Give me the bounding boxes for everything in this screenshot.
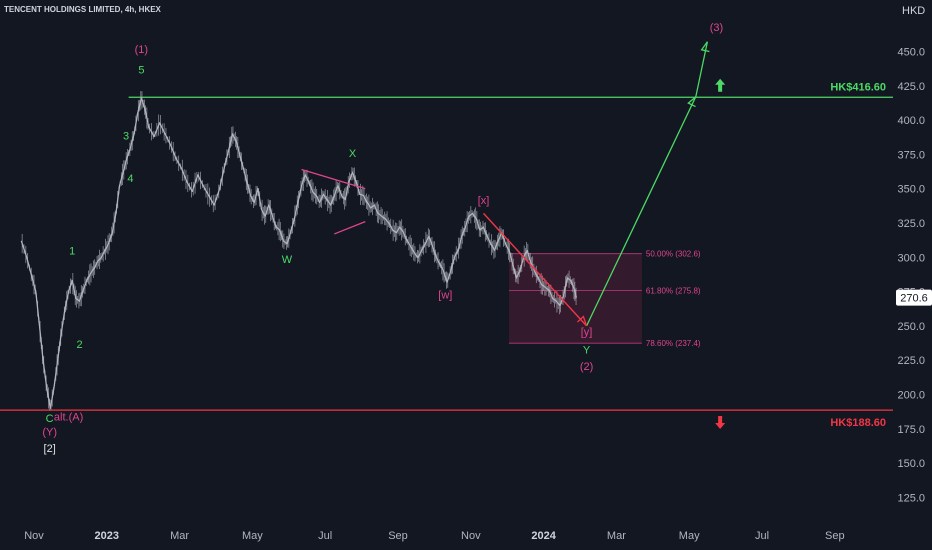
price-group [20, 91, 578, 411]
wave-label: X [349, 148, 357, 160]
wave-label: (Y) [42, 427, 57, 439]
y-tick-label: 425.0 [897, 81, 925, 93]
wave-label: Y [583, 344, 591, 356]
fib-box-group: 50.00% (302.6) 61.80% (275.8) 78.60% (237.… [509, 250, 701, 348]
fib-level-label: 78.60% (237.4) [646, 339, 701, 348]
current-price-label: 270.6 [900, 293, 928, 305]
y-tick-label: 225.0 [897, 355, 925, 367]
wave-label: [w] [438, 289, 452, 301]
y-tick-label: 300.0 [897, 252, 925, 264]
chart-title: TENCENT HOLDINGS LIMITED, 4h, HKEX [4, 5, 162, 14]
y-tick-label: 175.0 [897, 424, 925, 436]
wave-label: 5 [138, 64, 144, 76]
wave-label: [2] [44, 443, 56, 455]
triangle-line [301, 168, 366, 190]
wave-3-arrowhead-mid [687, 96, 697, 108]
levels-group: HK$416.60 HK$188.60 [0, 81, 893, 429]
wave-label: 4 [127, 173, 133, 185]
x-tick-label: Nov [461, 530, 481, 542]
currency-label: HKD [902, 5, 925, 17]
wave-label: [y] [581, 326, 593, 338]
y-axis-background [893, 0, 932, 550]
x-tick-label: Sep [825, 530, 845, 542]
y-tick-label: 350.0 [897, 184, 925, 196]
wave-label: W [282, 254, 293, 266]
wave-y-projection [483, 212, 588, 327]
y-tick-label: 125.0 [897, 492, 925, 504]
triangle-line [334, 220, 366, 235]
x-tick-label: May [679, 530, 700, 542]
bullish-arrow-icon [715, 78, 726, 92]
wave-y-arrowhead [577, 315, 588, 327]
wave-label: alt.(A) [54, 412, 83, 424]
projection-group [301, 41, 710, 327]
y-tick-label: 150.0 [897, 458, 925, 470]
x-axis[interactable]: Nov 2023 Mar May Jul Sep Nov 2024 Mar May Jul Sep [0, 520, 932, 550]
y-tick-label: 400.0 [897, 115, 925, 127]
wave-label: 1 [69, 246, 75, 258]
annotations-group: (1) 5 3 4 1 2 C (Y) [2] alt.(A) W X [w] [x] [y] Y (2) (3) [42, 22, 726, 455]
x-tick-label: Sep [388, 530, 408, 542]
x-axis-background [0, 520, 932, 550]
x-tick-label: 2023 [95, 530, 119, 542]
x-tick-label: Jul [755, 530, 769, 542]
wave-label: [x] [478, 195, 490, 207]
fib-level-label: 61.80% (275.8) [646, 286, 701, 295]
wave-label: 3 [123, 130, 129, 142]
wave-label: (2) [580, 361, 593, 373]
y-tick-label: 200.0 [897, 390, 925, 402]
resistance-label: HK$416.60 [830, 81, 886, 93]
wave-label: (3) [710, 22, 723, 34]
y-axis[interactable]: 125.0150.0175.0200.0225.0250.0275.0300.0… [893, 0, 932, 550]
y-tick-label: 325.0 [897, 218, 925, 230]
current-price-tag [896, 289, 932, 306]
x-tick-label: May [242, 530, 263, 542]
wave-label: 2 [76, 339, 82, 351]
x-tick-label: 2024 [531, 530, 556, 542]
wave-3-arrowhead [700, 41, 710, 53]
x-tick-label: Mar [170, 530, 189, 542]
x-tick-label: Jul [318, 530, 332, 542]
x-tick-label: Nov [24, 530, 44, 542]
y-tick-label: 375.0 [897, 149, 925, 161]
wave-label: (1) [135, 44, 148, 56]
y-tick-label: 450.0 [897, 46, 925, 58]
bearish-arrow-icon [715, 415, 726, 429]
x-tick-label: Mar [607, 530, 626, 542]
support-label: HK$188.60 [830, 417, 886, 429]
wave-label: C [46, 413, 54, 425]
fib-level-label: 50.00% (302.6) [646, 250, 701, 259]
y-tick-label: 250.0 [897, 321, 925, 333]
